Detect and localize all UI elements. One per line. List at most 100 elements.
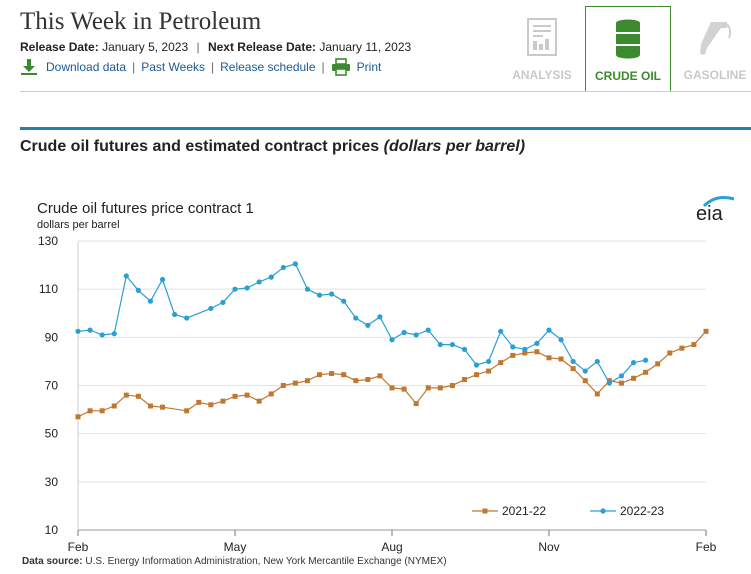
print-icon[interactable] <box>331 58 351 76</box>
data-point-2021-22 <box>691 342 697 348</box>
data-point-2022-23 <box>630 360 637 366</box>
data-point-2021-22 <box>643 369 649 375</box>
x-tick-label: Nov <box>538 540 559 554</box>
data-point-2021-22 <box>160 404 166 410</box>
data-point-2022-23 <box>558 337 564 343</box>
data-point-2022-23 <box>643 357 649 363</box>
link-separator: | <box>132 60 136 74</box>
x-tick-label: May <box>224 540 247 554</box>
past-weeks-link[interactable]: Past Weeks <box>141 60 205 74</box>
data-point-2022-23 <box>498 328 504 334</box>
data-point-2022-23 <box>232 286 238 292</box>
svg-text:eia: eia <box>696 203 724 223</box>
link-separator: | <box>321 60 325 74</box>
data-point-2021-22 <box>75 414 81 420</box>
data-point-2021-22 <box>474 372 480 378</box>
data-point-2021-22 <box>558 356 564 362</box>
data-point-2022-23 <box>425 327 431 333</box>
data-point-2021-22 <box>341 372 347 378</box>
data-point-2022-23 <box>437 341 443 348</box>
data-point-2022-23 <box>172 311 178 318</box>
data-point-2021-22 <box>135 393 141 399</box>
chart-title: Crude oil futures price contract 1 <box>37 200 254 217</box>
data-point-2021-22 <box>570 366 576 372</box>
data-point-2022-23 <box>353 315 359 321</box>
data-point-2021-22 <box>196 399 202 405</box>
data-point-2021-22 <box>220 398 226 404</box>
data-point-2021-22 <box>594 391 600 397</box>
data-point-2022-23 <box>208 305 214 312</box>
tab-crude-oil[interactable]: CRUDE OIL <box>585 6 671 92</box>
y-tick-label: 50 <box>45 427 59 441</box>
print-link[interactable]: Print <box>356 60 382 74</box>
data-point-2022-23 <box>244 285 250 291</box>
section-title-units: (dollars per barrel) <box>383 138 526 155</box>
data-point-2021-22 <box>111 403 117 409</box>
tab-crude-oil-label: CRUDE OIL <box>595 69 661 83</box>
data-point-2022-23 <box>522 346 528 352</box>
release-dates: Release Date: January 5, 2023 | Next Rel… <box>20 40 411 54</box>
data-point-2021-22 <box>329 370 335 376</box>
data-point-2021-22 <box>618 380 624 386</box>
data-point-2021-22 <box>256 398 262 404</box>
tab-gasoline-label: GASOLINE <box>683 68 747 82</box>
data-point-2021-22 <box>631 375 637 381</box>
y-tick-label: 10 <box>45 523 59 537</box>
data-source-label: Data source: <box>22 556 83 567</box>
release-separator: | <box>196 40 200 54</box>
data-point-2022-23 <box>594 358 600 365</box>
data-point-2022-23 <box>546 327 552 333</box>
eia-logo: eia <box>696 196 735 223</box>
download-data-link[interactable]: Download data <box>46 60 127 74</box>
data-point-2021-22 <box>413 401 419 407</box>
data-point-2021-22 <box>582 378 588 384</box>
data-point-2022-23 <box>510 344 516 350</box>
data-point-2022-23 <box>99 332 105 338</box>
data-point-2021-22 <box>679 345 685 351</box>
data-point-2022-23 <box>473 362 480 368</box>
data-point-2022-23 <box>123 273 129 279</box>
data-point-2021-22 <box>147 403 153 409</box>
data-point-2021-22 <box>232 393 238 399</box>
data-point-2022-23 <box>316 292 323 298</box>
data-point-2021-22 <box>268 391 274 397</box>
next-release-date-label: Next Release Date: <box>207 40 316 54</box>
header-link-row: Download data | Past Weeks | Release sch… <box>20 58 381 76</box>
data-point-2022-23 <box>256 279 262 285</box>
data-point-2022-23 <box>377 314 383 320</box>
legend-label: 2022-23 <box>620 504 664 518</box>
data-point-2022-23 <box>220 299 226 306</box>
release-schedule-link[interactable]: Release schedule <box>220 60 316 74</box>
legend-label: 2021-22 <box>502 504 546 518</box>
data-point-2021-22 <box>667 350 673 356</box>
data-point-2021-22 <box>522 350 528 356</box>
y-tick-label: 30 <box>45 475 59 489</box>
data-point-2022-23 <box>280 264 286 271</box>
data-point-2021-22 <box>317 372 323 378</box>
data-point-2021-22 <box>703 328 709 334</box>
data-point-2021-22 <box>437 385 443 391</box>
data-point-2022-23 <box>606 380 612 386</box>
data-point-2021-22 <box>655 361 661 367</box>
data-point-2022-23 <box>184 315 190 321</box>
data-point-2022-23 <box>147 298 154 304</box>
data-point-2022-23 <box>268 274 274 280</box>
tab-gasoline[interactable]: GASOLINE <box>672 6 751 92</box>
data-point-2021-22 <box>184 408 190 414</box>
legend-swatch-marker <box>482 508 488 514</box>
data-point-2022-23 <box>75 328 81 334</box>
download-icon[interactable] <box>20 58 38 76</box>
data-point-2021-22 <box>461 376 467 382</box>
x-tick-label: Feb <box>696 540 717 554</box>
tab-analysis[interactable]: ANALYSIS <box>499 6 585 92</box>
data-point-2021-22 <box>280 383 286 388</box>
data-point-2022-23 <box>413 332 419 338</box>
data-point-2022-23 <box>461 346 468 352</box>
document-chart-icon <box>527 18 557 56</box>
series-line-2021-22 <box>77 330 707 418</box>
data-point-2022-23 <box>486 358 492 365</box>
data-point-2021-22 <box>546 355 552 361</box>
data-point-2021-22 <box>498 360 504 366</box>
oil-barrel-icon <box>616 19 640 59</box>
